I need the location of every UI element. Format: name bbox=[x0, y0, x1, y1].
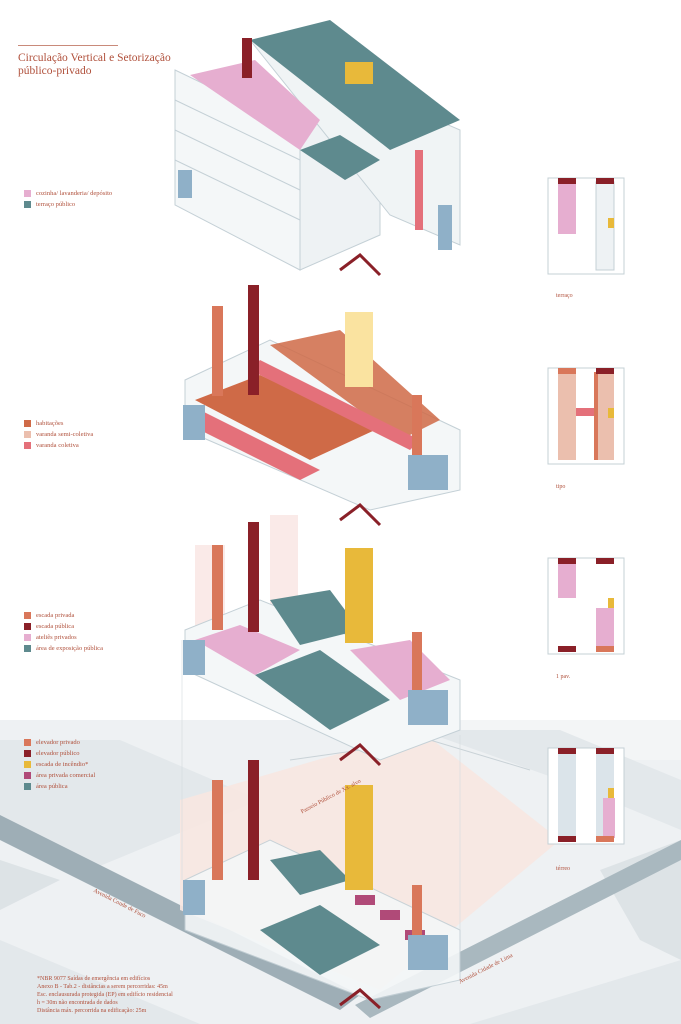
plan-tipo bbox=[547, 367, 625, 465]
legend-label: elevador privado bbox=[36, 739, 80, 746]
plan-1pav bbox=[547, 557, 625, 655]
legend-1pav: escada privada escada pública ateliês pr… bbox=[24, 610, 103, 654]
legend-label: área pública bbox=[36, 783, 68, 790]
legend-label: varanda semi-coletiva bbox=[36, 431, 94, 438]
legend-label: ateliês privados bbox=[36, 634, 77, 641]
axon-tipo bbox=[183, 285, 461, 527]
axon-1pav bbox=[183, 515, 461, 767]
legend-swatch bbox=[24, 442, 31, 449]
legend-label: terraço público bbox=[36, 201, 76, 208]
legend-swatch bbox=[24, 623, 31, 630]
title-rule bbox=[18, 45, 118, 46]
note-line: Esc. enclausurada protegida (EP) em edif… bbox=[37, 992, 173, 998]
legend-tipo: habitações varanda semi-coletiva varanda… bbox=[24, 418, 93, 451]
note-line: *NBR 9077 Saídas de emergência em edifíc… bbox=[37, 976, 151, 982]
legend-swatch bbox=[24, 612, 31, 619]
plan-label-terreo: térreo bbox=[556, 866, 570, 872]
legend-terraco: cozinha/ lavanderia/ depósito terraço pú… bbox=[24, 188, 112, 210]
legend-item: escada de incêndio* bbox=[24, 759, 95, 770]
legend-item: cozinha/ lavanderia/ depósito bbox=[24, 188, 112, 199]
legend-label: habitações bbox=[36, 420, 64, 427]
legend-label: elevador público bbox=[36, 750, 80, 757]
legend-item: elevador privado bbox=[24, 737, 95, 748]
legend-swatch bbox=[24, 431, 31, 438]
legend-label: cozinha/ lavanderia/ depósito bbox=[36, 190, 113, 197]
fire-code-notes: *NBR 9077 Saídas de emergência em edifíc… bbox=[37, 975, 237, 1015]
legend-label: escada pública bbox=[36, 623, 75, 630]
legend-item: terraço público bbox=[24, 199, 112, 210]
legend-swatch bbox=[24, 201, 31, 208]
guide-lines bbox=[181, 640, 461, 930]
legend-swatch bbox=[24, 761, 31, 768]
legend-item: elevador público bbox=[24, 748, 95, 759]
legend-swatch bbox=[24, 190, 31, 197]
legend-label: escada privada bbox=[36, 612, 75, 619]
legend-item: ateliês privados bbox=[24, 632, 103, 643]
legend-swatch bbox=[24, 772, 31, 779]
legend-label: área de exposição pública bbox=[36, 645, 103, 652]
legend-item: área privada comercial bbox=[24, 770, 95, 781]
legend-item: varanda semi-coletiva bbox=[24, 429, 93, 440]
note-line: Anexo B - Tab.2 - distâncias a serem per… bbox=[37, 984, 168, 990]
legend-swatch bbox=[24, 750, 31, 757]
legend-label: área privada comercial bbox=[36, 772, 96, 779]
legend-item: escada pública bbox=[24, 621, 103, 632]
plan-terraco bbox=[547, 177, 625, 275]
legend-item: área pública bbox=[24, 781, 95, 792]
legend-terreo: elevador privado elevador público escada… bbox=[24, 737, 95, 792]
legend-swatch bbox=[24, 783, 31, 790]
plan-terreo bbox=[547, 747, 625, 845]
legend-item: habitações bbox=[24, 418, 93, 429]
axon-terraco bbox=[174, 20, 461, 277]
legend-item: varanda coletiva bbox=[24, 440, 93, 451]
legend-swatch bbox=[24, 420, 31, 427]
legend-item: área de exposição pública bbox=[24, 643, 103, 654]
plan-label-tipo: tipo bbox=[556, 484, 566, 490]
legend-swatch bbox=[24, 634, 31, 641]
legend-swatch bbox=[24, 739, 31, 746]
axon-terreo bbox=[183, 760, 461, 1010]
legend-label: escada de incêndio* bbox=[36, 761, 89, 768]
legend-label: varanda coletiva bbox=[36, 442, 79, 449]
legend-item: escada privada bbox=[24, 610, 103, 621]
note-line: h = 30m não encontrada de dados bbox=[37, 1000, 118, 1006]
plan-label-terraco: terraço bbox=[556, 293, 573, 299]
legend-swatch bbox=[24, 645, 31, 652]
note-line: Distância máx. percorrida na edificação:… bbox=[37, 1008, 147, 1014]
plan-label-1pav: 1 pav. bbox=[556, 674, 571, 680]
page-title: Circulação Vertical e Setorização públic… bbox=[18, 52, 171, 77]
